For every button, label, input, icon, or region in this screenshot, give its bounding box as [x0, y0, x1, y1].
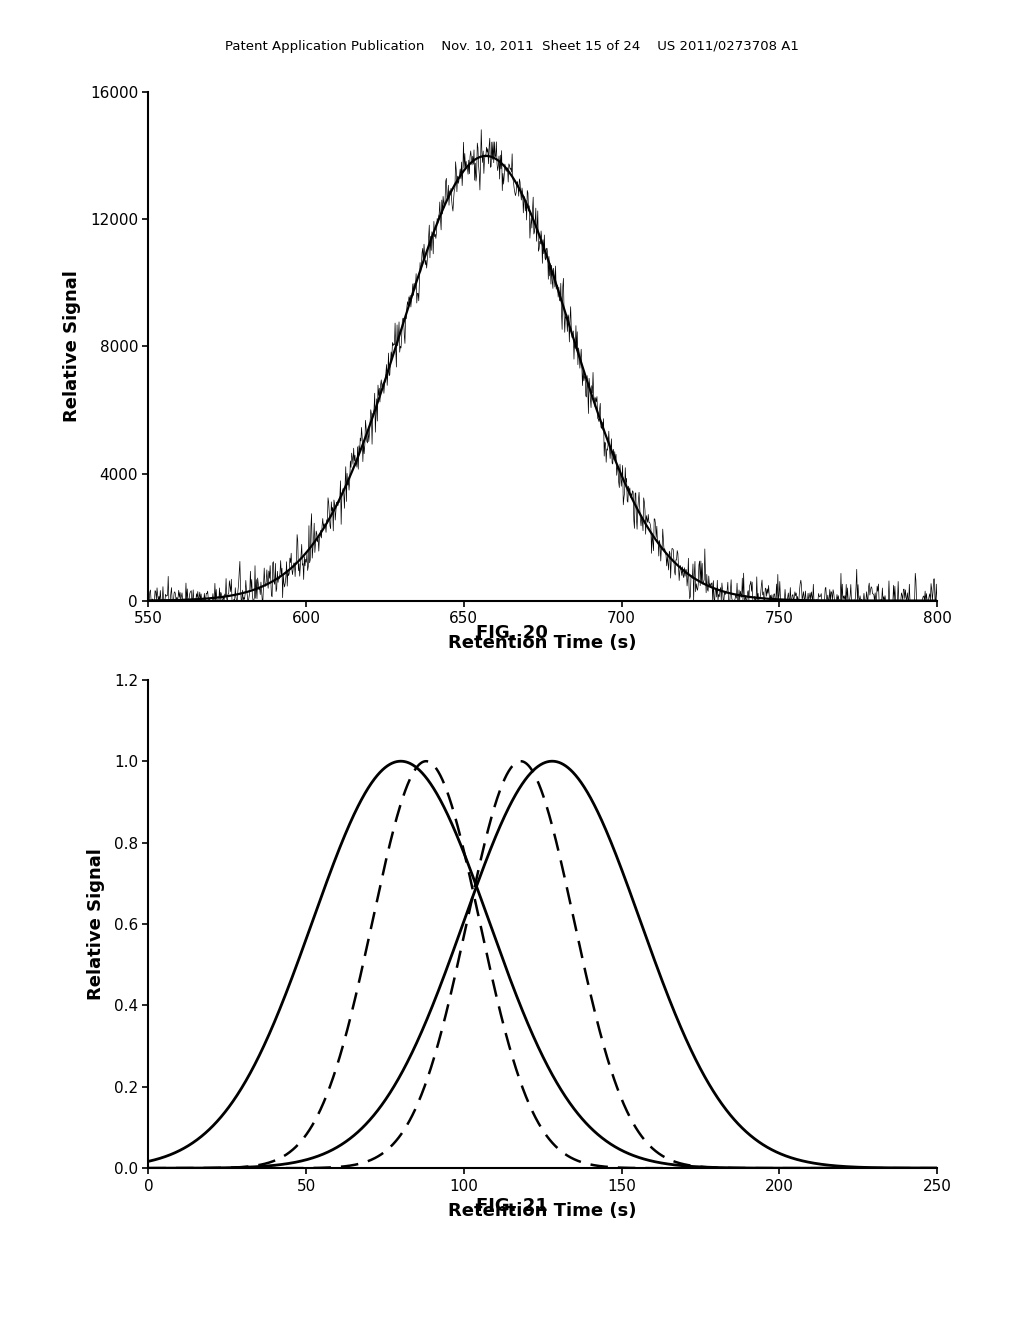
X-axis label: Retention Time (s): Retention Time (s) — [449, 635, 637, 652]
Text: Patent Application Publication    Nov. 10, 2011  Sheet 15 of 24    US 2011/02737: Patent Application Publication Nov. 10, … — [225, 40, 799, 53]
Y-axis label: Relative Signal: Relative Signal — [87, 847, 105, 1001]
X-axis label: Retention Time (s): Retention Time (s) — [449, 1203, 637, 1220]
Y-axis label: Relative Signal: Relative Signal — [63, 271, 82, 422]
Text: FIG. 21: FIG. 21 — [476, 1197, 548, 1216]
Text: FIG. 20: FIG. 20 — [476, 624, 548, 643]
